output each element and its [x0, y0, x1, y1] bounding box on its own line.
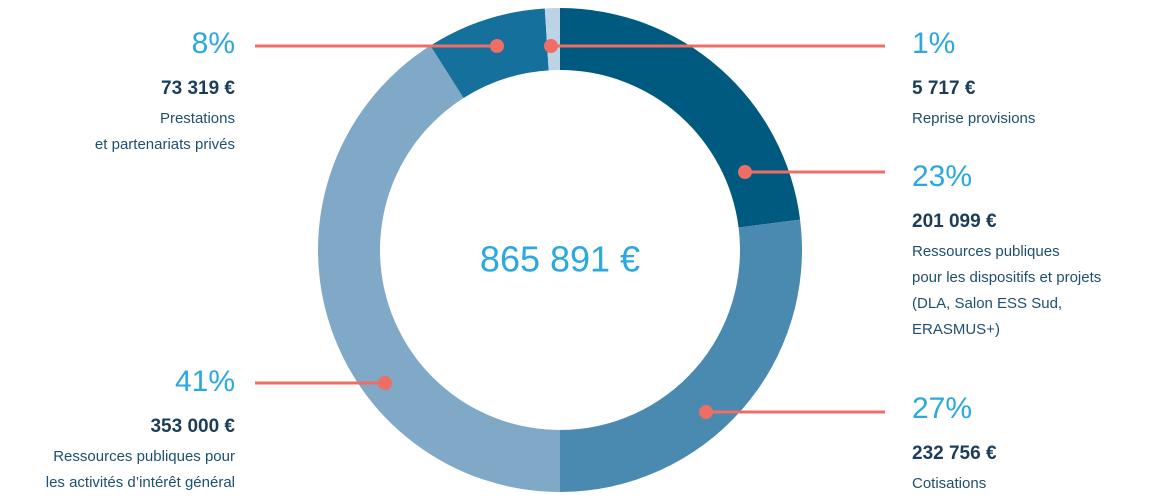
- description: Ressources publiques: [912, 243, 1060, 260]
- donut-segment: [560, 219, 802, 492]
- leader-dot: [738, 165, 752, 179]
- donut-segment: [560, 8, 801, 228]
- leader-dot: [699, 405, 713, 419]
- leader-dot: [544, 39, 558, 53]
- leader-dot: [490, 39, 504, 53]
- percent-label: 23%: [912, 160, 972, 193]
- percent-label: 27%: [912, 392, 972, 425]
- description: Cotisations: [912, 475, 986, 492]
- amount-label: 353 000 €: [150, 416, 235, 437]
- description: ERASMUS+): [912, 321, 1000, 338]
- leader-dot: [378, 376, 392, 390]
- description: pour les dispositifs et projets: [912, 269, 1101, 286]
- percent-label: 41%: [175, 365, 235, 398]
- donut-segment: [430, 8, 549, 99]
- description: Prestations: [160, 110, 235, 127]
- description: et partenariats privés: [95, 136, 235, 153]
- description: Reprise provisions: [912, 110, 1035, 127]
- amount-label: 5 717 €: [912, 78, 976, 99]
- center-total: 865 891 €: [480, 239, 640, 280]
- amount-label: 232 756 €: [912, 443, 997, 464]
- percent-label: 8%: [192, 27, 235, 60]
- percent-label: 1%: [912, 27, 955, 60]
- amount-label: 73 319 €: [161, 78, 235, 99]
- amount-label: 201 099 €: [912, 211, 997, 232]
- description: Ressources publiques pour: [53, 448, 235, 465]
- description: (DLA, Salon ESS Sud,: [912, 295, 1062, 312]
- description: les activités d’intérêt général: [46, 474, 235, 491]
